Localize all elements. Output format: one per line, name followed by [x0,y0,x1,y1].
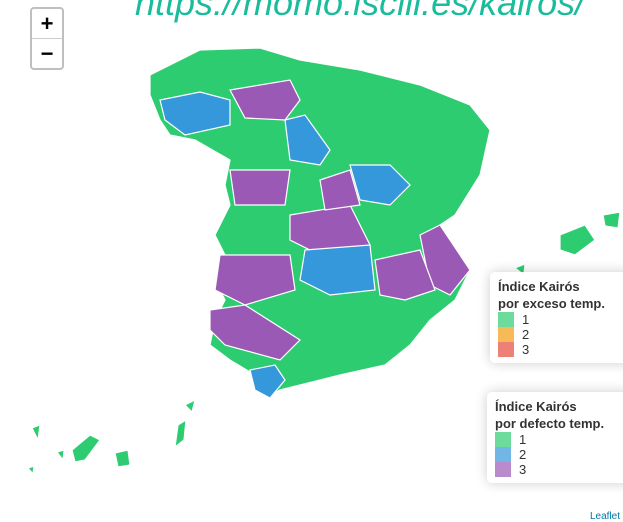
legend-swatch [498,327,514,342]
legend-label: 2 [519,447,527,462]
url-title: https://momo.isciii.es/kairos/ [135,0,586,23]
legend-item: 1 [498,312,623,327]
legend-title: Índice Kairós [495,399,577,414]
province [209,304,301,361]
island [31,424,41,443]
province [229,79,301,121]
legend-title: por exceso temp. [498,296,605,311]
legend-label: 1 [519,432,527,447]
zoom-control: + − [30,7,64,70]
legend-item: 3 [498,342,623,357]
legend-item: 1 [495,432,623,447]
province [229,169,291,206]
zoom-in[interactable]: + [40,11,54,36]
legend-swatch [498,342,514,357]
province [249,364,286,399]
island [174,418,187,449]
island [71,434,101,463]
island [114,449,131,468]
island [602,211,621,229]
zoom-out[interactable]: − [32,38,62,68]
province [374,249,436,301]
legend-title: Índice Kairós [498,279,580,294]
legend-title: por defecto temp. [495,416,605,431]
province [214,254,296,306]
island [55,449,65,462]
provinces [26,47,621,476]
legend-label: 2 [522,327,530,342]
province [299,244,376,296]
legend-label: 3 [522,342,530,357]
legend-label: 1 [522,312,530,327]
province [284,114,331,166]
legend-item: 3 [495,462,623,477]
province [349,164,411,206]
province [159,91,231,136]
legend-label: 3 [519,462,527,477]
legend-swatch [495,462,511,477]
island [183,398,196,414]
legend: Índice Kairós por defecto temp. 1 2 3 [487,392,623,483]
legend-item: 2 [495,447,623,462]
island [26,465,35,476]
province [319,169,361,211]
legend-swatch [495,432,511,447]
legend-swatch [498,312,514,327]
legend: Índice Kairós por exceso temp. 1 2 3 [490,272,623,363]
legend-swatch [495,447,511,462]
legend-item: 2 [498,327,623,342]
attribution[interactable]: Leaflet [586,511,623,522]
island [559,224,596,256]
